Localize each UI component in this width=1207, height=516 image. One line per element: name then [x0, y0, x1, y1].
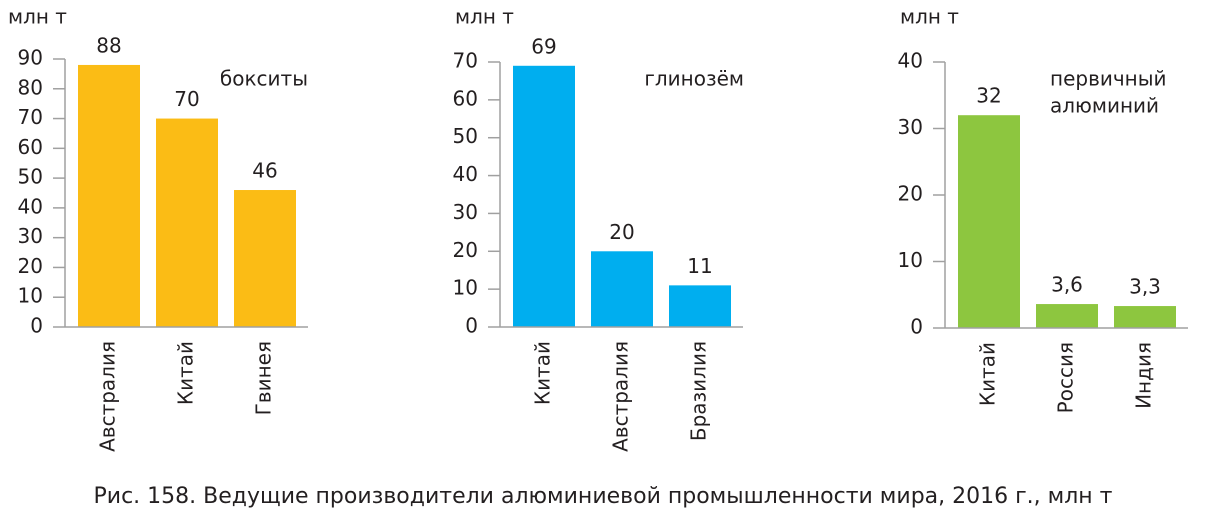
y-axis-label: млн т [8, 5, 67, 29]
value-label: 70 [174, 87, 199, 111]
bar [234, 190, 296, 327]
y-tick-label: 40 [898, 49, 923, 73]
y-tick-label: 10 [453, 276, 478, 300]
y-axis-label: млн т [900, 5, 959, 29]
x-tick-label: Индия [1132, 342, 1156, 409]
x-tick-label: Россия [1054, 342, 1078, 413]
y-tick-label: 40 [18, 194, 43, 218]
y-tick-label: 40 [453, 162, 478, 186]
y-tick-label: 0 [910, 315, 923, 339]
y-tick-label: 10 [898, 248, 923, 272]
value-label: 11 [687, 254, 712, 278]
y-tick-label: 80 [18, 75, 43, 99]
y-tick-label: 20 [18, 254, 43, 278]
y-tick-label: 90 [18, 46, 43, 70]
bar [1114, 306, 1176, 328]
value-label: 88 [96, 33, 121, 57]
y-axis-label: млн т [455, 5, 514, 29]
value-label: 20 [609, 220, 634, 244]
y-tick-label: 50 [18, 165, 43, 189]
value-label: 3,6 [1051, 273, 1083, 297]
bar [513, 65, 575, 328]
annotation: первичный [1050, 67, 1167, 91]
y-tick-label: 20 [898, 182, 923, 206]
x-tick-label: Китай [174, 341, 198, 405]
annotation: алюминий [1050, 94, 1159, 118]
x-tick-label: Австралия [609, 341, 633, 452]
annotation: глинозём [644, 67, 744, 91]
y-tick-label: 0 [465, 314, 478, 338]
bar [156, 118, 218, 327]
x-tick-label: Бразилия [687, 341, 711, 441]
x-tick-label: Австралия [96, 341, 120, 452]
y-tick-label: 30 [18, 224, 43, 248]
y-tick-label: 20 [453, 238, 478, 262]
y-tick-label: 0 [30, 314, 43, 338]
y-tick-label: 60 [18, 135, 43, 159]
x-tick-label: Китай [976, 342, 1000, 406]
caption: Рис. 158. Ведущие производители алюминие… [94, 484, 1113, 509]
y-tick-label: 30 [453, 200, 478, 224]
bar [669, 285, 731, 327]
x-tick-label: Гвинея [252, 341, 276, 415]
annotation: бокситы [220, 67, 308, 91]
value-label: 32 [976, 84, 1001, 108]
bar [78, 64, 140, 327]
y-tick-label: 60 [453, 86, 478, 110]
bar [591, 251, 653, 327]
y-tick-label: 50 [453, 124, 478, 148]
y-tick-label: 10 [18, 284, 43, 308]
value-label: 46 [252, 159, 277, 183]
value-label: 3,3 [1129, 275, 1161, 299]
bar [1036, 304, 1098, 328]
y-tick-label: 70 [18, 105, 43, 129]
x-tick-label: Китай [531, 341, 555, 405]
y-tick-label: 70 [453, 49, 478, 73]
value-label: 69 [531, 34, 556, 58]
y-tick-label: 30 [898, 115, 923, 139]
bar [958, 115, 1020, 328]
